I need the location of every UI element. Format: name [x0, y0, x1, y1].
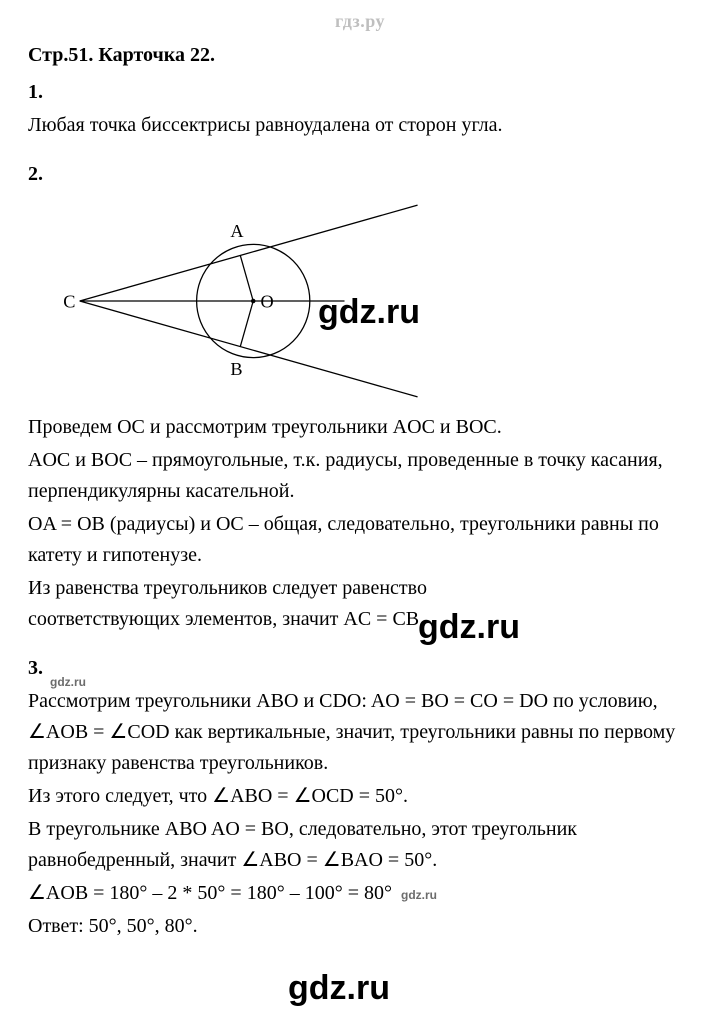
t3-p3: В треугольнике ABO AO = BO, следовательн… [28, 814, 692, 876]
watermark-big-3: gdz.ru [288, 962, 390, 1015]
diagram-svg: A B C O [28, 196, 588, 406]
t3-p2: Из этого следует, что ∠ABO = ∠OCD = 50°. [28, 781, 692, 812]
center-dot [251, 299, 256, 304]
site-header: гдз.ру [28, 8, 692, 36]
t2-p3: OA = OB (радиусы) и OC – общая, следоват… [28, 509, 692, 571]
radius-oa [240, 255, 253, 301]
task3-number: 3. [28, 653, 692, 684]
watermark-small-2: gdz.ru [401, 888, 437, 902]
t3-answer: Ответ: 50°, 50°, 80°. [28, 911, 692, 942]
t3-p4: ∠AOB = 180° – 2 * 50° = 180° – 100° = 80… [28, 882, 392, 904]
label-b: B [230, 359, 242, 379]
t2-p4-block: Из равенства треугольников следует равен… [28, 573, 692, 635]
label-a: A [230, 221, 244, 241]
label-c: C [63, 291, 75, 311]
page: гдз.ру Стр.51. Карточка 22. 1. Любая точ… [0, 0, 720, 1028]
t2-p4: Из равенства треугольников следует равен… [28, 573, 692, 635]
task1-text: Любая точка биссектрисы равноудалена от … [28, 110, 692, 141]
footer-wm-block: gdz.ru [28, 944, 692, 1004]
card-title: Стр.51. Карточка 22. [28, 40, 692, 71]
t2-p1: Проведем OC и рассмотрим треугольники AO… [28, 412, 692, 443]
task2-diagram: A B C O gdz.ru [28, 196, 588, 406]
t3-p4-block: ∠AOB = 180° – 2 * 50° = 180° – 100° = 80… [28, 878, 692, 909]
label-o: O [261, 291, 274, 311]
radius-ob [240, 301, 253, 347]
task3-head-block: 3. gdz.ru [28, 653, 692, 684]
task2-number: 2. [28, 159, 692, 190]
t3-p1: Рассмотрим треугольники ABO и CDO: AO = … [28, 686, 692, 779]
task1-number: 1. [28, 77, 692, 108]
t2-p2: AOC и BOC – прямоугольные, т.к. радиусы,… [28, 445, 692, 507]
